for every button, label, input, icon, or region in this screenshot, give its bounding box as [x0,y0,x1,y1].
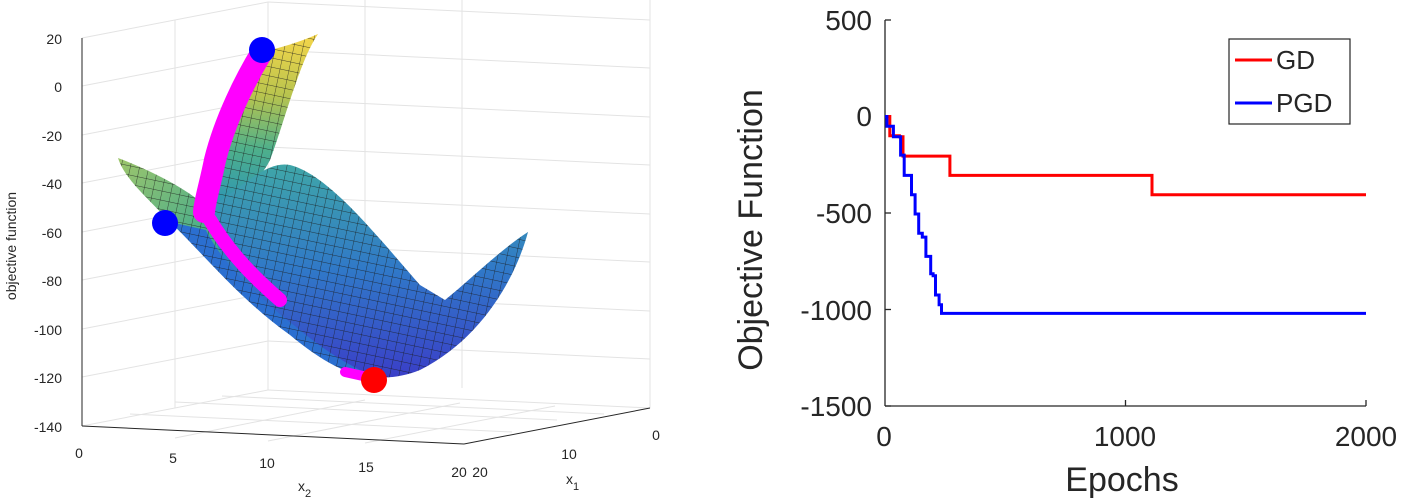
start-marker-left [152,210,178,236]
z-tick-label: -140 [34,419,62,435]
x2-tick-label: 15 [358,459,374,475]
legend-label-pgd: PGD [1276,88,1332,118]
x2-tick-label: 20 [451,464,467,480]
y-tick-labels: 500 0 -500 -1000 -1500 [800,5,872,422]
series-line-pgd [885,115,1366,315]
surface-plot-grid [81,0,651,444]
y-tick-label: -1500 [800,391,872,422]
z-tick-labels: 20 0 -20 -40 -60 -80 -100 -120 -140 [34,31,62,435]
x1-axis-label: x1 [566,471,579,493]
y-axis-label: Objective Function [732,89,770,371]
x2-axis-label: x2 [298,478,311,500]
x-tick-label: 0 [876,421,892,452]
z-tick-label: -40 [42,176,62,192]
z-axis-label: objective function [3,192,19,300]
surface-mesh [118,34,528,378]
y-tick-label: 0 [856,101,872,132]
minimum-marker [361,367,387,393]
x2-tick-label: 0 [75,445,83,461]
x-tick-labels: 0 1000 2000 [876,421,1397,452]
legend: GD PGD [1228,38,1351,125]
x2-axis-label-subscript: 2 [305,488,311,500]
z-tick-label: -80 [42,273,62,289]
x1-tick-labels: 20 10 0 [472,427,660,480]
start-marker-top [249,37,275,63]
x-tick-label: 1000 [1094,421,1156,452]
z-tick-label: 20 [46,31,62,47]
y-tick-label: 500 [825,5,872,36]
x-axis-label: Epochs [1065,461,1178,499]
z-tick-label: -100 [34,322,62,338]
x2-tick-labels: 0 5 10 15 20 [75,445,467,480]
z-tick-label: -60 [42,225,62,241]
x1-tick-label: 20 [472,464,488,480]
x2-axis-label-main: x [298,478,305,494]
surface-plot: 20 0 -20 -40 -60 -80 -100 -120 -140 0 5 … [3,0,660,500]
x2-tick-label: 5 [169,450,177,466]
y-tick-label: -1000 [800,295,872,326]
surface-axes [81,38,651,445]
legend-label-gd: GD [1276,45,1315,75]
z-tick-label: -20 [42,128,62,144]
x-tick-label: 2000 [1335,421,1397,452]
z-tick-label: 0 [54,79,62,95]
series-line-gd [885,115,1366,197]
y-tick-label: -500 [816,198,872,229]
x1-axis-label-main: x [566,471,573,487]
z-tick-label: -120 [34,370,62,386]
line-plot-axes [884,19,1367,407]
x1-tick-label: 0 [652,427,660,443]
legend-box [1228,38,1351,125]
x2-tick-label: 10 [259,455,275,471]
x1-axis-label-subscript: 1 [573,481,579,493]
x1-tick-label: 10 [561,446,577,462]
line-plot: 500 0 -500 -1000 -1500 0 1000 2000 Epoch… [732,5,1397,499]
